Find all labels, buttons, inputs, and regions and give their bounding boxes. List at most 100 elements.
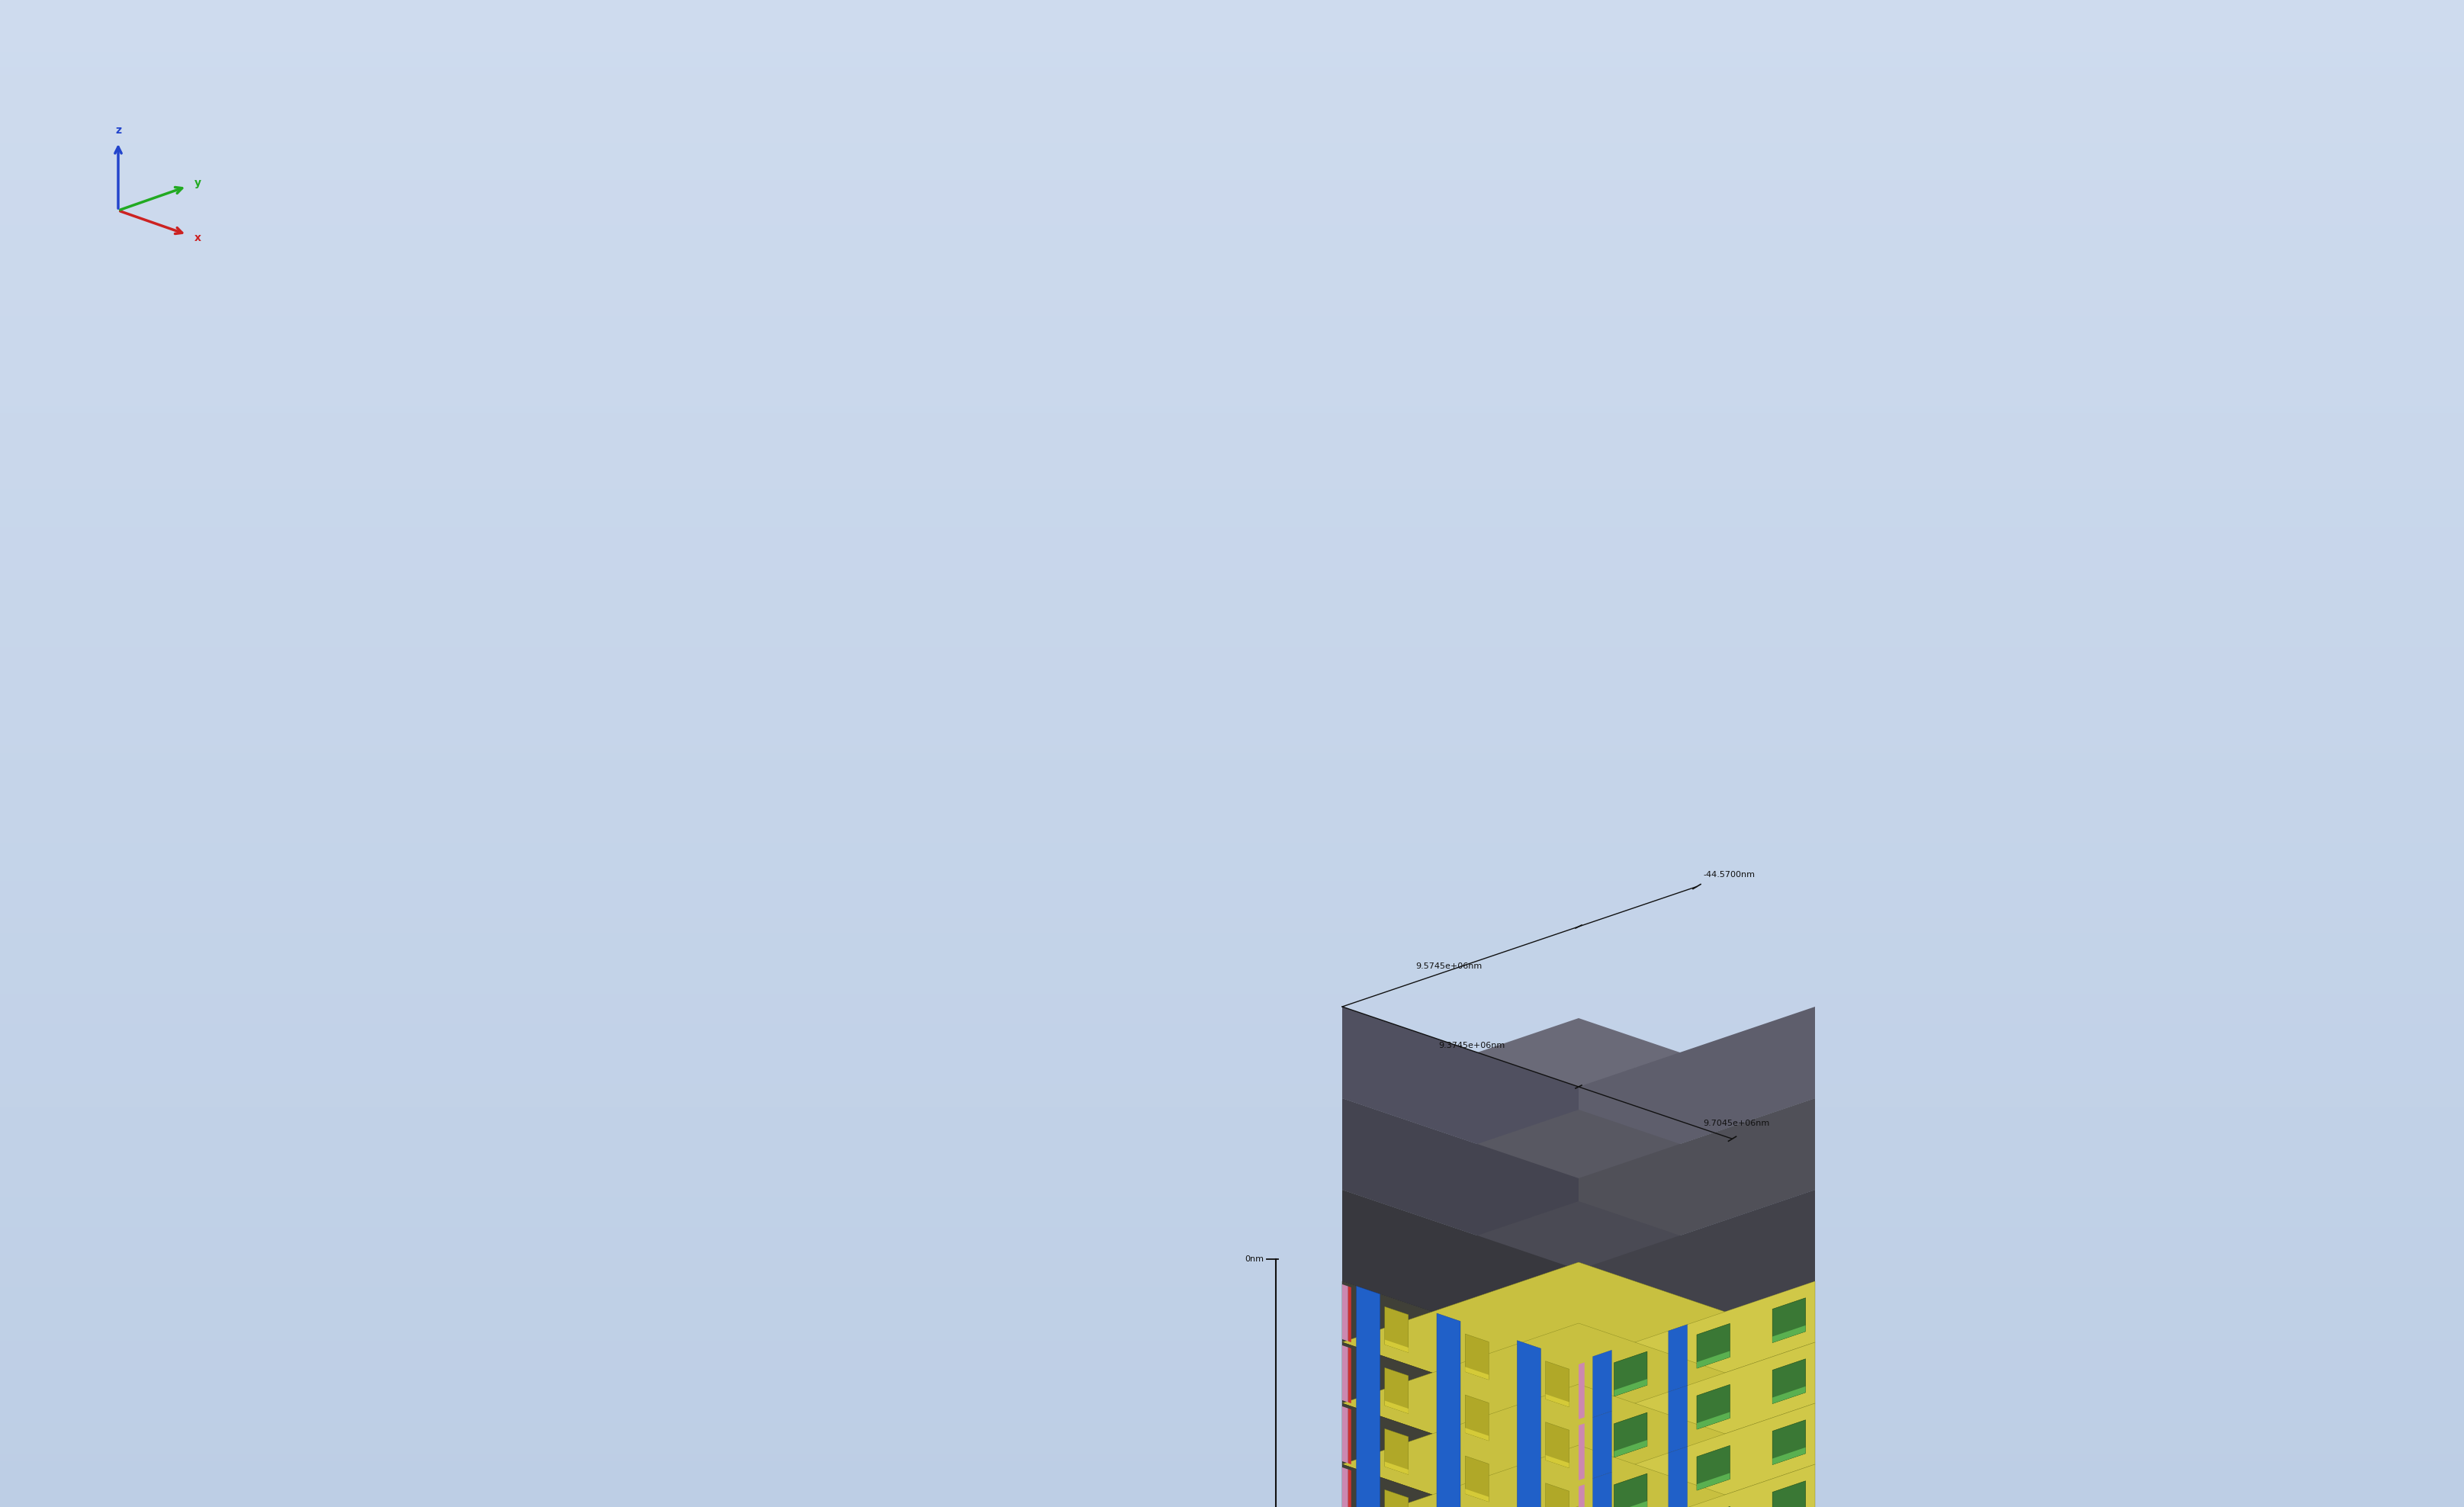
Polygon shape: [1343, 1263, 1816, 1423]
Bar: [0, 1296, 2464, 1304]
Bar: [0, 482, 2464, 490]
Polygon shape: [1592, 1472, 1611, 1507]
Polygon shape: [1343, 1281, 1579, 1423]
Polygon shape: [1579, 1189, 1816, 1361]
Polygon shape: [1545, 1483, 1570, 1507]
Bar: [0, 603, 2464, 610]
Bar: [0, 332, 2464, 339]
Bar: [0, 806, 2464, 814]
Bar: [0, 1047, 2464, 1055]
Bar: [0, 588, 2464, 595]
Bar: [0, 294, 2464, 301]
Bar: [0, 1236, 2464, 1243]
Bar: [0, 377, 2464, 384]
Bar: [0, 1356, 2464, 1364]
Bar: [0, 1130, 2464, 1138]
Bar: [0, 520, 2464, 527]
Polygon shape: [1698, 1385, 1730, 1429]
Bar: [0, 15, 2464, 23]
Bar: [0, 286, 2464, 294]
Text: y: y: [195, 178, 202, 188]
Polygon shape: [1385, 1429, 1409, 1474]
Polygon shape: [1343, 1284, 1348, 1341]
Text: -44.5700nm: -44.5700nm: [1703, 871, 1754, 879]
Polygon shape: [1385, 1462, 1409, 1474]
Bar: [0, 1017, 2464, 1025]
Polygon shape: [1772, 1447, 1806, 1465]
Polygon shape: [1579, 1362, 1584, 1420]
Bar: [0, 309, 2464, 316]
Text: 9.3745e+06nm: 9.3745e+06nm: [1439, 1043, 1506, 1050]
Bar: [0, 1085, 2464, 1093]
Bar: [0, 1213, 2464, 1221]
Bar: [0, 1115, 2464, 1123]
Bar: [0, 1153, 2464, 1160]
Bar: [0, 219, 2464, 226]
Bar: [0, 68, 2464, 75]
Bar: [0, 716, 2464, 723]
Bar: [0, 927, 2464, 934]
Bar: [0, 1394, 2464, 1402]
Bar: [0, 882, 2464, 889]
Bar: [0, 1040, 2464, 1047]
Bar: [0, 1334, 2464, 1341]
Bar: [0, 595, 2464, 603]
Polygon shape: [1668, 1385, 1688, 1453]
Polygon shape: [1698, 1350, 1730, 1368]
Bar: [0, 995, 2464, 1002]
Bar: [0, 316, 2464, 324]
Polygon shape: [1545, 1394, 1570, 1408]
Bar: [0, 1093, 2464, 1100]
Bar: [0, 1326, 2464, 1334]
Bar: [0, 113, 2464, 121]
Bar: [0, 30, 2464, 38]
Polygon shape: [1355, 1285, 1380, 1507]
Bar: [0, 422, 2464, 429]
Polygon shape: [1545, 1456, 1570, 1468]
Bar: [0, 776, 2464, 784]
Bar: [0, 934, 2464, 942]
Bar: [0, 188, 2464, 196]
Polygon shape: [1579, 1281, 1816, 1423]
Polygon shape: [1614, 1474, 1646, 1507]
Bar: [0, 1432, 2464, 1439]
Bar: [0, 166, 2464, 173]
Polygon shape: [1545, 1423, 1570, 1468]
Bar: [0, 1371, 2464, 1379]
Bar: [0, 784, 2464, 791]
Bar: [0, 640, 2464, 648]
Polygon shape: [1698, 1412, 1730, 1429]
Bar: [0, 693, 2464, 701]
Bar: [0, 256, 2464, 264]
Polygon shape: [1343, 1406, 1348, 1463]
Bar: [0, 1319, 2464, 1326]
Bar: [0, 1266, 2464, 1273]
Polygon shape: [1772, 1298, 1806, 1343]
Bar: [0, 1447, 2464, 1454]
Bar: [0, 83, 2464, 90]
Polygon shape: [1343, 1403, 1579, 1507]
Bar: [0, 1462, 2464, 1469]
Bar: [0, 60, 2464, 68]
Polygon shape: [1579, 1424, 1584, 1480]
Bar: [0, 143, 2464, 151]
Polygon shape: [1545, 1361, 1570, 1408]
Polygon shape: [1698, 1445, 1730, 1490]
Bar: [0, 543, 2464, 550]
Bar: [0, 980, 2464, 987]
Bar: [0, 384, 2464, 392]
Polygon shape: [1614, 1379, 1646, 1397]
Bar: [0, 942, 2464, 949]
Polygon shape: [1343, 1007, 1579, 1178]
Bar: [0, 301, 2464, 309]
Bar: [0, 467, 2464, 475]
Bar: [0, 678, 2464, 686]
Bar: [0, 136, 2464, 143]
Bar: [0, 1025, 2464, 1032]
Bar: [0, 618, 2464, 625]
Bar: [0, 362, 2464, 369]
Bar: [0, 407, 2464, 414]
Polygon shape: [1614, 1412, 1646, 1457]
Bar: [0, 859, 2464, 867]
Polygon shape: [1772, 1359, 1806, 1403]
